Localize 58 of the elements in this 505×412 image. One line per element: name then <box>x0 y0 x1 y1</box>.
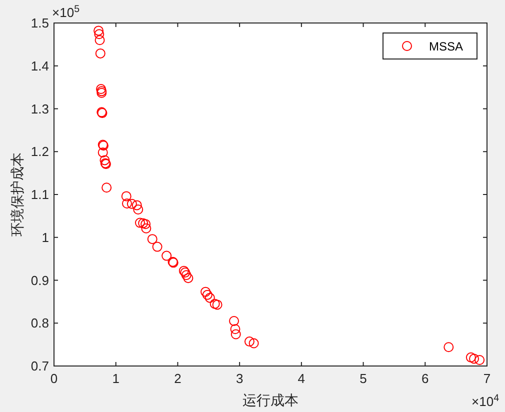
point <box>212 300 222 310</box>
point <box>122 198 132 209</box>
point <box>474 354 485 365</box>
text: ×10$^{4}$ <box>472 392 500 409</box>
point <box>230 324 240 334</box>
point <box>94 26 104 36</box>
point <box>98 147 108 158</box>
point <box>210 298 220 309</box>
y-tick-label: 0.8 <box>30 316 49 331</box>
y-tick-label: 1.2 <box>30 144 49 160</box>
point <box>94 35 105 46</box>
legend-label: MSSA <box>429 40 464 54</box>
x-axis-title: 运行成本 <box>242 392 298 408</box>
point <box>140 219 151 230</box>
x-tick-label: 3 <box>236 371 244 386</box>
point <box>183 273 194 284</box>
point <box>162 250 172 261</box>
x-tick-label: 2 <box>174 371 182 386</box>
y-tick-label: 1.1 <box>30 187 49 202</box>
point <box>134 218 145 228</box>
point <box>200 286 211 297</box>
point <box>141 223 152 234</box>
point <box>102 182 112 193</box>
legend: MSSA <box>382 32 478 60</box>
point <box>152 242 162 252</box>
point <box>469 354 480 364</box>
x-tick-label: 0 <box>50 371 58 386</box>
point <box>204 292 215 303</box>
point <box>466 352 476 362</box>
point <box>230 329 241 340</box>
point <box>181 270 192 280</box>
point <box>132 200 142 210</box>
x-tick-label: 1 <box>112 371 120 386</box>
x-tick-label: 4 <box>298 371 306 386</box>
point <box>138 218 148 228</box>
y-axis-title: 环境保护成本 <box>9 152 25 236</box>
point <box>202 290 212 300</box>
text: ×10$^{5}$ <box>52 4 80 20</box>
point <box>94 29 104 40</box>
y-tick-label: 1.5 <box>30 16 49 30</box>
x-tick-label: 7 <box>483 371 491 386</box>
point <box>133 204 144 215</box>
point <box>147 234 158 244</box>
y-tick-label: 1 <box>42 230 49 245</box>
x-tick-label: 6 <box>422 371 429 386</box>
point <box>121 191 132 202</box>
point <box>100 155 110 166</box>
point <box>248 338 259 348</box>
point <box>444 342 454 352</box>
y-tick-label: 0.9 <box>30 272 49 288</box>
y-tick-label: 1.3 <box>30 101 49 116</box>
point <box>95 48 106 58</box>
x-tick-label: 5 <box>360 371 367 386</box>
point <box>229 316 240 326</box>
y-tick-label: 1.4 <box>30 58 49 74</box>
point <box>126 198 137 209</box>
y-tick-label: 0.7 <box>30 358 49 374</box>
point <box>244 336 254 347</box>
